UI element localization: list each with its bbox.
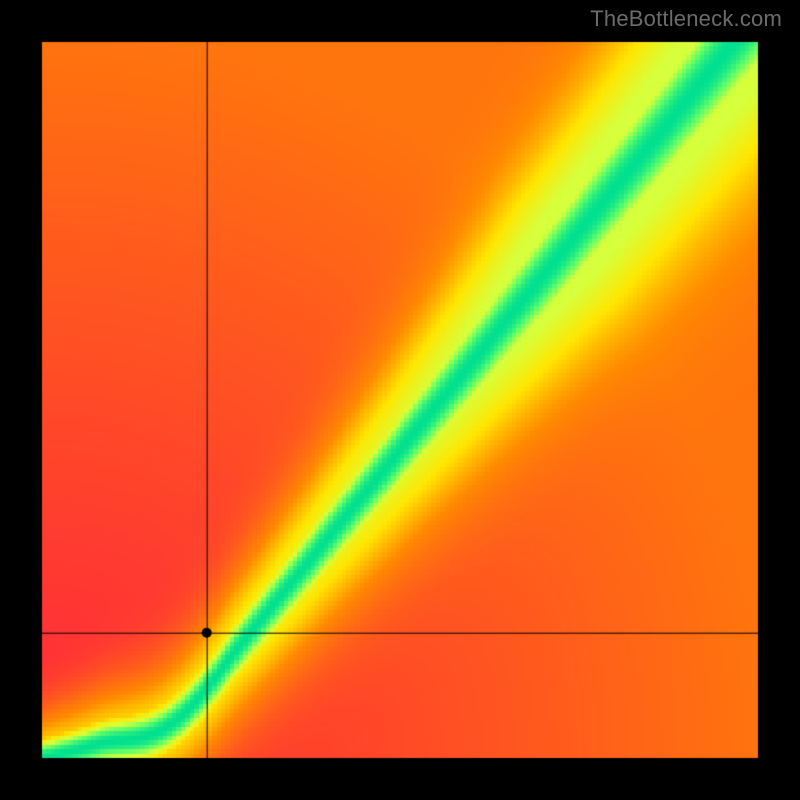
bottleneck-heatmap (0, 0, 800, 800)
watermark-label: TheBottleneck.com (590, 6, 782, 32)
chart-container: TheBottleneck.com (0, 0, 800, 800)
